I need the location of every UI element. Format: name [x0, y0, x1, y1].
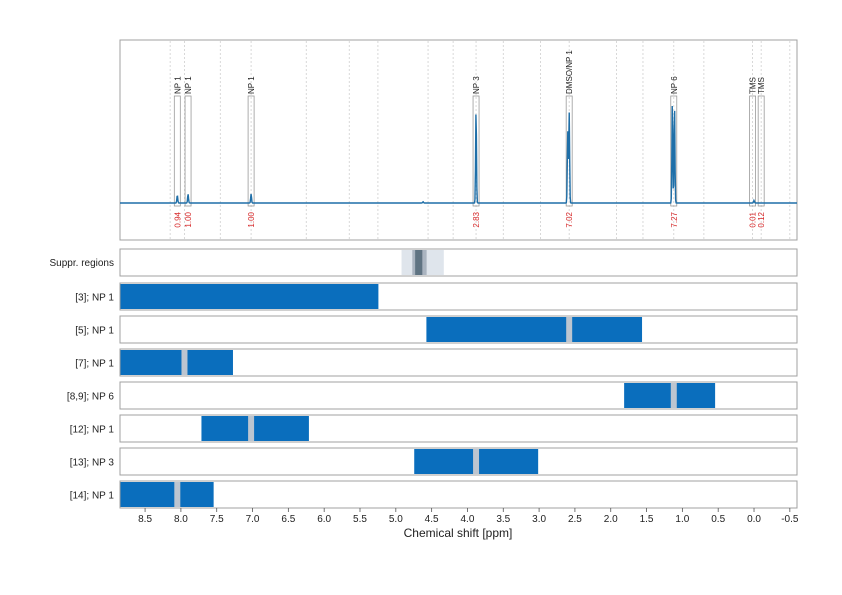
x-tick-label: 5.0	[389, 514, 403, 525]
region-row: [5]; NP 1	[75, 315, 798, 344]
spectrum-dashed-lines	[169, 41, 791, 239]
peak-label-box	[472, 95, 480, 207]
peak-label-box	[184, 95, 192, 207]
region-bar	[426, 317, 643, 342]
peak-label-box	[247, 95, 255, 207]
x-tick-label: 8.5	[138, 514, 152, 525]
x-axis-label: Chemical shift [ppm]	[404, 526, 513, 540]
peak-integral: 7.02	[565, 211, 574, 227]
x-tick-label: 1.0	[675, 514, 689, 525]
peak-integral: 0.12	[757, 211, 766, 227]
suppr-regions-row: Suppr. regions	[50, 248, 798, 277]
peak-integral: 2.83	[472, 211, 481, 227]
peak-integral: 0.01	[749, 211, 758, 227]
peak-label-box	[670, 95, 678, 207]
x-tick-label: 2.0	[604, 514, 618, 525]
region-row-label: [12]; NP 1	[70, 425, 115, 436]
peak-label-box	[173, 95, 181, 207]
region-row: [3]; NP 1	[75, 282, 798, 311]
peak-label: TMS	[749, 77, 758, 94]
region-bar-gap	[670, 383, 677, 408]
peak-integral: 0.94	[173, 211, 182, 227]
x-tick-label: 6.0	[317, 514, 331, 525]
region-row-label: [5]; NP 1	[75, 326, 114, 337]
region-row-label: [3]; NP 1	[75, 293, 114, 304]
x-axis: 8.5 8.0 7.5 7.0 6.5 6.0 5.5 5.0 4.5 4.0 3.5 3.0 2.5 2…	[138, 508, 799, 525]
region-row: [7]; NP 1	[75, 348, 798, 377]
region-bar	[120, 482, 214, 507]
region-bar-gap	[248, 416, 255, 441]
region-bar-gap	[566, 317, 573, 342]
x-tick-label: 4.5	[425, 514, 439, 525]
x-tick-label: 3.0	[532, 514, 546, 525]
region-row-label: [8,9]; NP 6	[67, 392, 115, 403]
region-row: [12]; NP 1	[70, 414, 798, 443]
x-tick-label: 7.5	[210, 514, 224, 525]
region-bar	[624, 383, 716, 408]
region-bar	[201, 416, 309, 441]
peak-label: DMSO/NP 1	[565, 50, 574, 94]
peak-label: NP 3	[472, 76, 481, 94]
region-bar	[120, 350, 233, 375]
x-tick-label: 3.5	[496, 514, 510, 525]
suppr-region-dark	[415, 250, 423, 275]
region-bar-gap	[181, 350, 188, 375]
peak-integral: 1.00	[184, 211, 193, 227]
region-row-label: [14]; NP 1	[70, 491, 115, 502]
spectrum-panel-frame	[119, 39, 798, 241]
region-row: [13]; NP 3	[70, 447, 798, 476]
peak-label: TMS	[757, 77, 766, 94]
peak-label-box	[757, 95, 765, 207]
suppr-regions-label: Suppr. regions	[50, 258, 115, 269]
peak-label: NP 6	[670, 76, 679, 94]
region-row-frame	[119, 480, 798, 509]
peak-label-box	[749, 95, 756, 207]
x-tick-label: 0.0	[747, 514, 761, 525]
x-tick-label: 4.0	[461, 514, 475, 525]
region-bar-gap	[473, 449, 480, 474]
x-tick-label: -0.5	[781, 514, 799, 525]
x-tick-label: 5.5	[353, 514, 367, 525]
peak-label-box	[565, 95, 573, 207]
region-row-label: [13]; NP 3	[70, 458, 115, 469]
peak-annotations: NP 1 0.94 NP 1 1.00 NP 1 1.00 NP 3 2.83 DMSO/NP …	[173, 50, 766, 228]
peak-label: NP 1	[247, 76, 256, 94]
region-bar-gap	[174, 482, 181, 507]
x-tick-label: 8.0	[174, 514, 188, 525]
peak-integral: 1.00	[247, 211, 256, 227]
region-row: [8,9]; NP 6	[67, 381, 798, 410]
x-tick-label: 1.5	[640, 514, 654, 525]
region-row-label: [7]; NP 1	[75, 359, 114, 370]
x-tick-label: 7.0	[246, 514, 260, 525]
peak-label: NP 1	[184, 76, 193, 94]
spectrum-line	[120, 105, 797, 204]
x-tick-label: 0.5	[711, 514, 725, 525]
peak-integral: 7.27	[670, 211, 679, 227]
region-row: [14]; NP 1	[70, 480, 798, 509]
x-tick-label: 2.5	[568, 514, 582, 525]
suppr-regions-frame	[119, 248, 798, 277]
region-rows: [3]; NP 1 [5]; NP 1 [7]; NP 1 [8,9]; NP 6 [1…	[67, 282, 798, 509]
region-bar	[120, 284, 379, 309]
x-tick-label: 6.5	[281, 514, 295, 525]
peak-label: NP 1	[173, 76, 182, 94]
